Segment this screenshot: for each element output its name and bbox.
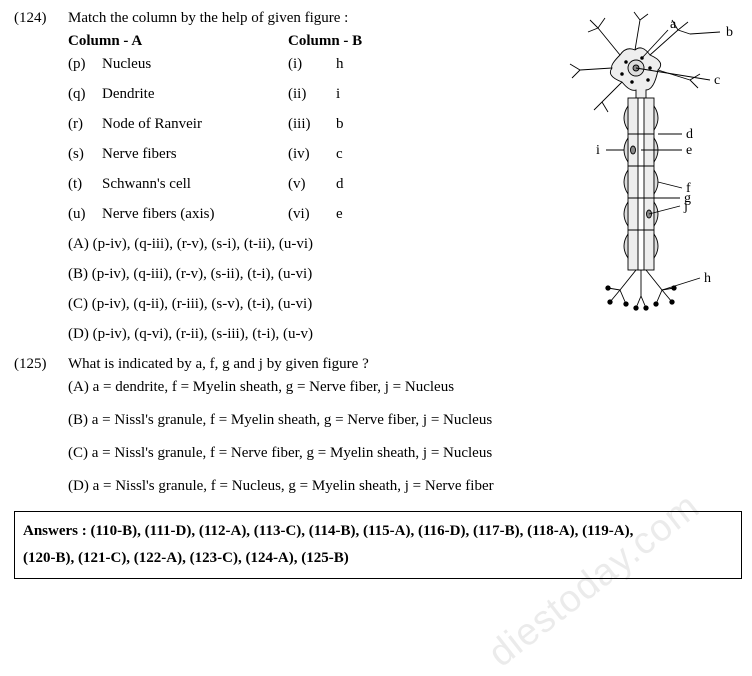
col-a-text: Nucleus <box>102 56 151 73</box>
col-b-label: (iv) <box>288 146 336 163</box>
figure-label-j: j <box>683 199 688 214</box>
option-b: (B) a = Nissl's granule, f = Myelin shea… <box>68 412 738 429</box>
question-prompt: What is indicated by a, f, g and j by gi… <box>68 356 738 373</box>
col-a-label: (s) <box>68 146 102 163</box>
match-row: (p)Nucleus (i)h <box>68 56 554 73</box>
figure-label-c: c <box>714 73 720 88</box>
col-a-label: (p) <box>68 56 102 73</box>
match-row: (s)Nerve fibers (iv)c <box>68 146 554 163</box>
col-b-text: d <box>336 176 344 193</box>
col-a-text: Nerve fibers <box>102 146 177 163</box>
option-a: (A) a = dendrite, f = Myelin sheath, g =… <box>68 379 738 396</box>
col-a-label: (u) <box>68 206 102 223</box>
match-row: (q)Dendrite (ii)i <box>68 86 554 103</box>
col-b-text: b <box>336 116 344 133</box>
col-b-text: i <box>336 86 340 103</box>
col-a-label: (r) <box>68 116 102 133</box>
col-a-label: (q) <box>68 86 102 103</box>
figure-label-i: i <box>596 143 600 158</box>
col-b-label: (iii) <box>288 116 336 133</box>
option-a: (A) (p-iv), (q-iii), (r-v), (s-i), (t-ii… <box>68 236 554 253</box>
match-row: (u)Nerve fibers (axis) (vi)e <box>68 206 554 223</box>
figure-label-b: b <box>726 25 733 40</box>
neuron-figure: a b c d e f g j h i <box>550 10 742 340</box>
col-a-text: Dendrite <box>102 86 154 103</box>
figure-label-d: d <box>686 127 693 142</box>
col-b-text: e <box>336 206 343 223</box>
match-row: (r)Node of Ranveir (iii)b <box>68 116 554 133</box>
col-a-text: Node of Ranveir <box>102 116 202 133</box>
col-b-text: h <box>336 56 344 73</box>
figure-label-h: h <box>704 271 711 286</box>
col-b-label: (i) <box>288 56 336 73</box>
col-a-text: Nerve fibers (axis) <box>102 206 214 223</box>
col-b-label: (vi) <box>288 206 336 223</box>
option-c: (C) a = Nissl's granule, f = Nerve fiber… <box>68 445 738 462</box>
column-a-header: Column - A <box>68 33 288 50</box>
col-a-text: Schwann's cell <box>102 176 191 193</box>
figure-label-a: a <box>670 17 677 32</box>
col-b-label: (ii) <box>288 86 336 103</box>
option-b: (B) (p-iv), (q-iii), (r-v), (s-ii), (t-i… <box>68 266 554 283</box>
option-c: (C) (p-iv), (q-ii), (r-iii), (s-v), (t-i… <box>68 296 554 313</box>
col-b-label: (v) <box>288 176 336 193</box>
question-number: (124) <box>14 10 68 27</box>
figure-label-e: e <box>686 143 692 158</box>
col-b-text: c <box>336 146 343 163</box>
answers-line-1: Answers : (110-B), (111-D), (112-A), (11… <box>23 523 633 539</box>
question-prompt: Match the column by the help of given fi… <box>68 10 554 27</box>
question-number: (125) <box>14 356 68 373</box>
option-d: (D) (p-iv), (q-vi), (r-ii), (s-iii), (t-… <box>68 326 554 343</box>
answers-box: Answers : (110-B), (111-D), (112-A), (11… <box>14 511 742 579</box>
answers-line-2: (120-B), (121-C), (122-A), (123-C), (124… <box>23 550 349 566</box>
column-b-header: Column - B <box>288 33 362 50</box>
match-row: (t)Schwann's cell (v)d <box>68 176 554 193</box>
col-a-label: (t) <box>68 176 102 193</box>
option-d: (D) a = Nissl's granule, f = Nucleus, g … <box>68 478 738 495</box>
